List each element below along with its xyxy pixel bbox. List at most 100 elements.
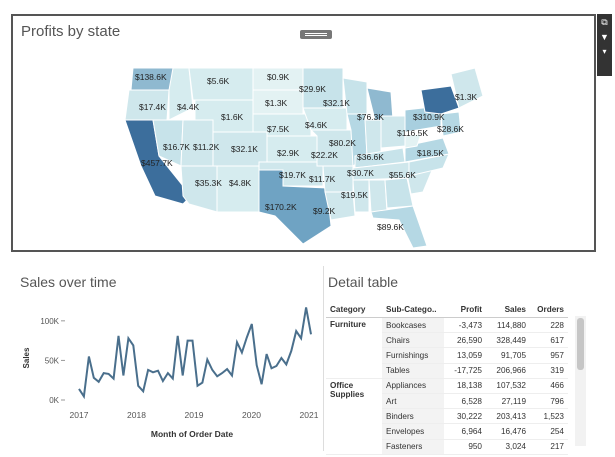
y-tick-label: 100K [40, 317, 59, 326]
sales-cell: 3,024 [486, 439, 530, 455]
y-axis-label: Sales [22, 347, 31, 368]
filter-icon[interactable]: ▼ [600, 32, 609, 42]
category-cell: Office Supplies [326, 378, 382, 455]
header-orders[interactable]: Orders [530, 301, 568, 318]
header-category[interactable]: Category [326, 301, 382, 318]
profit-cell: 13,059 [444, 347, 486, 364]
map-title: Profits by state [21, 23, 121, 40]
states-layer [124, 67, 484, 249]
table-row[interactable]: Fasteners 950 3,024 217 [326, 439, 568, 455]
header-sales[interactable]: Sales [486, 301, 530, 318]
orders-cell: 254 [530, 423, 568, 440]
state-profit-label: $76.3K [357, 112, 384, 122]
profit-cell: 30,222 [444, 408, 486, 425]
state-profit-label: $22.2K [311, 150, 338, 160]
state-profit-label: $32.1K [323, 98, 350, 108]
sales-line-chart[interactable]: Sales Month of Order Date 100K 50K 0K 2017… [15, 300, 321, 450]
subcategory-cell: Tables [382, 363, 444, 379]
orders-cell: 466 [530, 378, 568, 394]
state-profit-label: $55.6K [389, 170, 416, 180]
state-profit-label: $1.3K [265, 98, 288, 108]
state-profit-label: $1.3K [455, 92, 478, 102]
drag-handle[interactable] [300, 30, 332, 39]
y-tick-label: 0K [49, 396, 59, 405]
state-profit-label: $4.8K [229, 178, 252, 188]
table-row[interactable]: Furnishings 13,059 91,705 957 [326, 347, 568, 364]
x-tick-label: 2020 [242, 410, 261, 420]
state-nm [216, 165, 260, 213]
state-new-england [450, 67, 484, 109]
table-row[interactable]: Tables -17,725 206,966 319 [326, 363, 568, 379]
dropdown-arrow-icon[interactable]: ▾ [602, 47, 607, 56]
divider [323, 266, 324, 451]
table-scrollbar[interactable] [575, 316, 586, 446]
sales-chart-title: Sales over time [20, 274, 117, 290]
state-profit-label: $116.5K [397, 128, 428, 138]
subcategory-cell: Bookcases [382, 317, 444, 334]
profits-map-panel[interactable]: Profits by state [11, 14, 596, 252]
state-al [368, 179, 388, 213]
table-header-row: Category Sub-Catego.. Profit Sales Order… [326, 301, 568, 318]
profit-cell: 950 [444, 439, 486, 455]
state-profit-label: $18.5K [417, 148, 444, 158]
state-la [324, 191, 356, 221]
state-az [180, 165, 218, 213]
header-subcategory[interactable]: Sub-Catego.. [382, 301, 444, 318]
orders-cell: 617 [530, 332, 568, 349]
sales-cell: 114,880 [486, 317, 530, 334]
sales-cell: 328,449 [486, 332, 530, 349]
state-profit-label: $80.2K [329, 138, 356, 148]
x-tick-label: 2021 [300, 410, 319, 420]
state-tx [258, 169, 332, 245]
state-profit-label: $4.4K [177, 102, 200, 112]
state-profit-label: $310.9K [413, 112, 445, 122]
x-tick-label: 2019 [185, 410, 204, 420]
state-fl [370, 205, 428, 249]
state-profit-label: $7.5K [267, 124, 290, 134]
state-ms [352, 179, 370, 213]
state-profit-label: $35.3K [195, 178, 222, 188]
subcategory-cell: Binders [382, 408, 444, 425]
sales-series-line [78, 307, 312, 400]
state-mo [309, 129, 356, 167]
state-profit-label: $11.7K [309, 174, 336, 184]
header-profit[interactable]: Profit [444, 301, 486, 318]
sales-cell: 203,413 [486, 408, 530, 425]
orders-cell: 957 [530, 347, 568, 364]
state-profit-label: $30.7K [347, 168, 374, 178]
subcategory-cell: Art [382, 393, 444, 410]
subcategory-cell: Furnishings [382, 347, 444, 364]
state-ny [420, 85, 460, 115]
state-profit-label: $32.1K [231, 144, 258, 154]
state-profit-label: $457.7K [141, 158, 173, 168]
state-profit-label: $11.2K [193, 142, 220, 152]
state-profit-label: $29.9K [299, 84, 326, 94]
state-profit-label: $9.2K [313, 206, 336, 216]
y-tick-label: 50K [45, 356, 60, 365]
map-toolbar: ⧉ ▼ ▾ [597, 14, 612, 76]
table-row[interactable]: Furniture Bookcases -3,473 114,880 228 [326, 317, 568, 379]
sales-cell: 27,119 [486, 393, 530, 410]
subcategory-cell: Fasteners [382, 439, 444, 455]
subcategory-cell: Appliances [382, 378, 444, 394]
state-profit-label: $36.6K [357, 152, 384, 162]
scrollbar-thumb[interactable] [577, 318, 584, 370]
table-row[interactable]: Art 6,528 27,119 796 [326, 393, 568, 410]
category-cell: Furniture [326, 317, 382, 379]
sales-cell: 107,532 [486, 378, 530, 394]
orders-cell: 228 [530, 317, 568, 334]
state-profit-label: $0.9K [267, 72, 290, 82]
orders-cell: 319 [530, 363, 568, 379]
state-wi [342, 77, 368, 115]
x-tick-label: 2018 [127, 410, 146, 420]
profit-cell: 6,964 [444, 423, 486, 440]
external-link-icon[interactable]: ⧉ [601, 17, 608, 27]
us-map[interactable]: $138.6K $5.6K $0.9K $29.9K $17.4K $4.4K $1.3K $… [13, 16, 594, 250]
y-ticks: 100K 50K 0K [40, 317, 65, 405]
table-row[interactable]: Binders 30,222 203,413 1,523 [326, 408, 568, 425]
table-row[interactable]: Chairs 26,590 328,449 617 [326, 332, 568, 349]
x-tick-label: 2017 [70, 410, 89, 420]
orders-cell: 1,523 [530, 408, 568, 425]
table-row[interactable]: Office Supplies Appliances 18,138 107,532 46… [326, 378, 568, 455]
table-row[interactable]: Envelopes 6,964 16,476 254 [326, 423, 568, 440]
